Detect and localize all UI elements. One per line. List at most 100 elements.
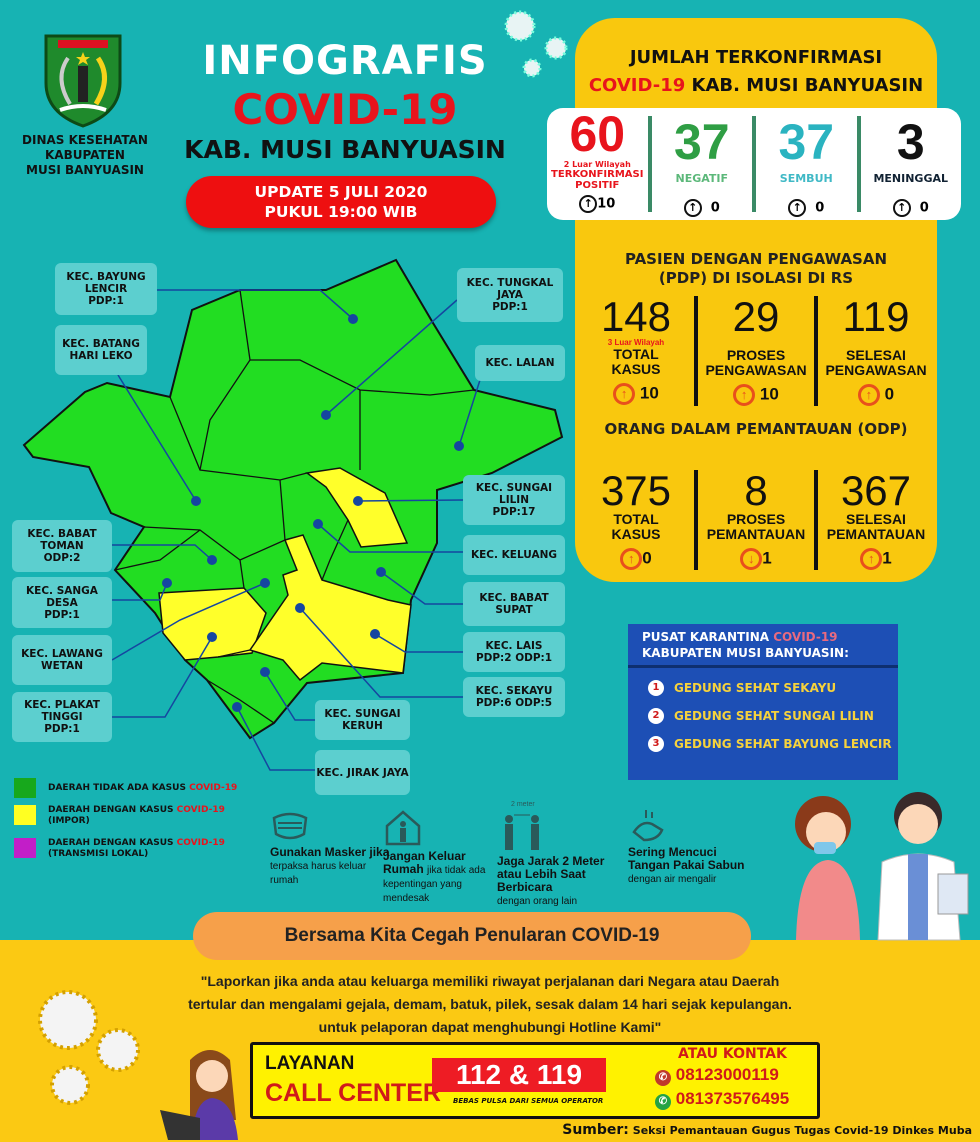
arrow-up-icon: ↑ xyxy=(579,195,598,213)
legend-item: DAERAH DENGAN KASUS COVID-19 (IMPOR) xyxy=(14,805,225,827)
quote-line: tertular dan mengalami gejala, demam, ba… xyxy=(188,996,792,1012)
pdp-heading: PASIEN DENGAN PENGAWASAN (PDP) DI ISOLAS… xyxy=(575,250,937,288)
hotline-note: BEBAS PULSA DARI SEMUA OPERATOR xyxy=(453,1097,604,1105)
district-name: KEC. LALAN xyxy=(485,357,555,369)
agency-line: KABUPATEN xyxy=(45,148,125,162)
district-name: KEC. SEKAYU xyxy=(475,685,553,697)
quarantine-item-label: GEDUNG SEHAT BAYUNG LENCIR xyxy=(674,737,892,751)
stat-label: PENGAWASAN xyxy=(825,362,927,378)
pdp-in-process: 29 PROSES PENGAWASAN ↑ 10 xyxy=(694,296,814,406)
district-name: KEC. JIRAK JAYA xyxy=(316,766,409,779)
quarantine-heading-line: KABUPATEN MUSI BANYUASIN: xyxy=(642,646,849,660)
distance-label: 2 meter xyxy=(511,801,535,808)
quarantine-heading: PUSAT KARANTINA xyxy=(642,630,770,644)
contact-phone[interactable]: 08123000119 xyxy=(675,1065,779,1084)
phone-icon: ✆ xyxy=(655,1070,671,1086)
district-label-keluang: KEC. KELUANG xyxy=(463,535,565,575)
tip-title: Jaga Jarak 2 Meter atau Lebih Saat Berbi… xyxy=(497,854,605,894)
stat-change: 1 xyxy=(882,548,892,568)
contact-label: ATAU KONTAK xyxy=(678,1046,787,1062)
district-stat: PDP:17 xyxy=(492,506,536,518)
title-region: KAB. MUSI BANYUASIN xyxy=(184,135,506,164)
district-label-sungai-keruh: KEC. SUNGAI KERUH xyxy=(315,700,410,740)
stat-label: NEGATIF xyxy=(675,172,729,185)
odp-heading: ORANG DALAM PEMANTAUAN (ODP) xyxy=(604,420,908,438)
stat-value: 148 xyxy=(600,293,672,340)
stat-value: 60 xyxy=(569,106,626,162)
stat-label: PENGAWASAN xyxy=(705,362,807,378)
stat-change: 10 xyxy=(759,384,779,404)
legend-text-red: COVID-19 xyxy=(176,838,225,848)
odp-stats: 375 TOTAL KASUS ↑ 0 8 PROSES PEMANTAUAN ↓… xyxy=(578,470,934,570)
stat-label: SELESAI xyxy=(846,511,906,527)
hotline-number[interactable]: 112 & 119 xyxy=(432,1058,606,1092)
tip-title: Jangan Keluar Rumah xyxy=(383,849,466,876)
confirmed-heading-region: KAB. MUSI BANYUASIN xyxy=(691,75,924,96)
district-label-babat-supat: KEC. BABAT SUPAT xyxy=(463,582,565,626)
legend-subtext: (TRANSMISI LOKAL) xyxy=(48,849,149,859)
tip-distance: 2 meter Jaga Jarak 2 Meter atau Lebih Sa… xyxy=(497,798,617,908)
stat-label: TOTAL xyxy=(613,511,659,527)
district-name: KEC. SANGA DESA xyxy=(26,584,98,609)
legend-text: DAERAH TIDAK ADA KASUS xyxy=(48,783,186,793)
arrow-up-icon: ↑ xyxy=(683,199,702,217)
pdp-heading-line: (PDP) DI ISOLASI DI RS xyxy=(658,269,854,287)
pdp-stats: 148 3 Luar Wilayah TOTAL KASUS ↑ 10 29 P… xyxy=(578,296,934,406)
source-credit: Sumber: Seksi Pemantauan Gugus Tugas Cov… xyxy=(562,1122,972,1138)
stat-change: 0 xyxy=(642,548,652,568)
district-label-jirak-jaya: KEC. JIRAK JAYA xyxy=(315,750,410,795)
source-label: Sumber: xyxy=(562,1122,629,1138)
whatsapp-icon: ✆ xyxy=(655,1094,671,1110)
stat-label: TERKONFIRMASI xyxy=(551,169,644,180)
stat-label: PROSES xyxy=(726,511,786,527)
map-area-yellow-sungai-lilin xyxy=(305,467,409,548)
district-stat: PDP:1 xyxy=(88,295,124,307)
tip-text: dengan air mengalir xyxy=(628,874,717,885)
stat-value: 119 xyxy=(842,293,910,340)
legend-swatch xyxy=(14,778,36,798)
doctors-illustration xyxy=(795,792,969,941)
arrow-up-icon: ↑ xyxy=(613,383,636,405)
district-label-babat-toman: KEC. BABAT TOMAN ODP:2 xyxy=(12,520,112,572)
source-text: Seksi Pemantauan Gugus Tugas Covid-19 Di… xyxy=(632,1124,972,1137)
stat-value: 375 xyxy=(600,467,672,514)
distance-icon xyxy=(505,814,539,850)
stat-value: 29 xyxy=(732,293,780,340)
district-map xyxy=(22,258,564,771)
arrow-up-icon: ↑ xyxy=(620,548,643,570)
title-covid: COVID-19 xyxy=(232,85,458,134)
tip-handwash: Sering Mencuci Tangan Pakai Sabun dengan… xyxy=(628,808,748,886)
tip-text: dengan orang lain xyxy=(497,896,578,907)
district-label-sekayu: KEC. SEKAYU PDP:6 ODP:5 xyxy=(463,677,565,717)
district-borders xyxy=(114,289,475,724)
slogan-banner: Bersama Kita Cegah Penularan COVID-19 xyxy=(193,912,751,960)
odp-finished: 367 SELESAI PEMANTAUAN ↑ 1 xyxy=(814,470,934,570)
district-label-bayung-lencir: KEC. BAYUNG LENCIR PDP:1 xyxy=(55,263,157,315)
arrow-up-icon: ↑ xyxy=(857,384,880,406)
virus-decoration-icon xyxy=(38,990,140,1105)
district-stat: PDP:1 xyxy=(44,723,80,735)
stat-change: 0 xyxy=(815,200,825,216)
district-label-batang-hari-leko: KEC. BATANG HARI LEKO xyxy=(55,325,147,375)
mask-icon xyxy=(272,812,308,840)
agency-name: DINAS KESEHATAN KABUPATEN MUSI BANYUASIN xyxy=(10,133,160,178)
district-label-sanga-desa: KEC. SANGA DESA PDP:1 xyxy=(12,577,112,628)
quarantine-item: 3 GEDUNG SEHAT BAYUNG LENCIR xyxy=(648,736,898,752)
tip-stay-home: Jangan Keluar Rumah jika tidak ada kepen… xyxy=(383,808,503,905)
stat-label: KASUS xyxy=(611,361,661,377)
pdp-total: 148 3 Luar Wilayah TOTAL KASUS ↑ 10 xyxy=(578,296,694,406)
legend-text-red: COVID-19 xyxy=(176,805,225,815)
contact-whatsapp[interactable]: 081373576495 xyxy=(675,1089,790,1108)
district-name: KEC. BABAT TOMAN xyxy=(27,528,97,552)
district-stat: ODP:2 xyxy=(43,552,81,564)
stat-value: 367 xyxy=(840,467,912,514)
stat-change: 10 xyxy=(639,383,659,403)
tip-text: jika tidak ada kepentingan yang mendesak xyxy=(383,865,486,904)
quarantine-item-label: GEDUNG SEHAT SUNGAI LILIN xyxy=(674,709,874,723)
district-name: KEC. PLAKAT TINGGI xyxy=(24,699,100,723)
title-infografis: INFOGRAFIS xyxy=(202,38,488,84)
odp-in-process: 8 PROSES PEMANTAUAN ↓ 1 xyxy=(694,470,814,570)
stat-change: 0 xyxy=(884,384,895,404)
quote-line: "Laporkan jika anda atau keluarga memili… xyxy=(200,973,780,989)
virus-decoration-icon xyxy=(504,10,568,78)
